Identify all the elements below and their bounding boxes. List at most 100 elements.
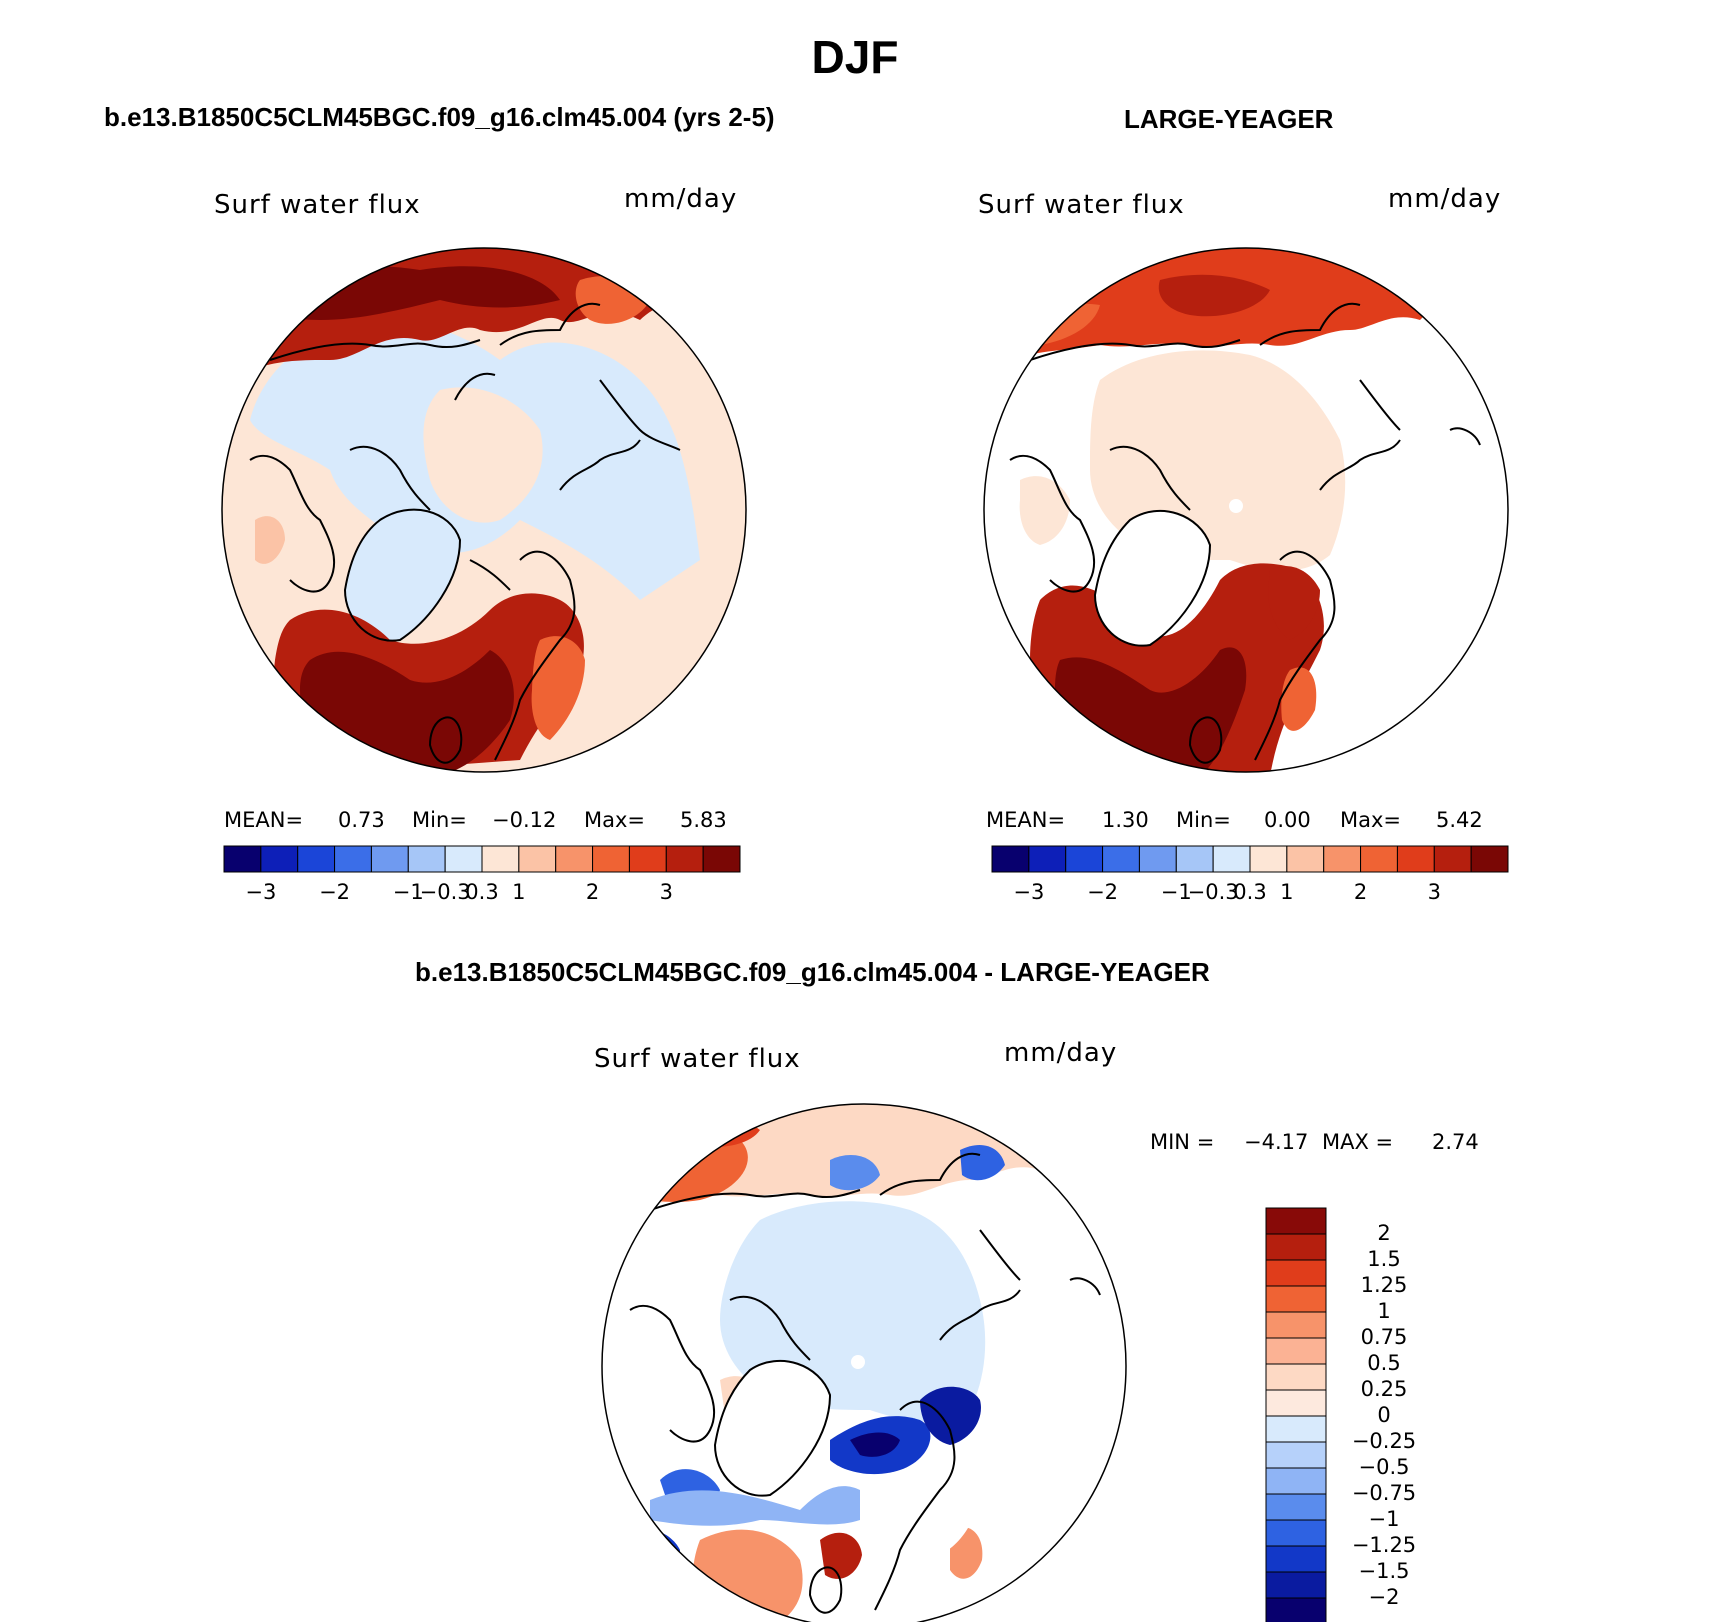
colorbar-tick-label: −1.5 xyxy=(1358,1559,1410,1583)
colorbar-swatch xyxy=(1265,1285,1327,1313)
colorbar-tick-label: 1 xyxy=(1280,880,1294,904)
colorbar-tick-label: −2 xyxy=(319,880,351,904)
panel1-variable-label: Surf water flux xyxy=(214,190,421,220)
panel1-greenland-region xyxy=(345,509,460,641)
colorbar-swatch xyxy=(1323,845,1362,873)
panel1-units-label: mm/day xyxy=(624,184,738,214)
colorbar-tick-label: 1.25 xyxy=(1360,1273,1408,1297)
panel3-min-label: MIN = xyxy=(1150,1130,1215,1154)
colorbar-tick-label: −2 xyxy=(1368,1585,1400,1609)
panel2-mean-label: MEAN= xyxy=(986,808,1066,832)
colorbar-swatch xyxy=(1102,845,1140,873)
colorbar-swatch xyxy=(1265,1571,1327,1599)
panel3-bering-neg xyxy=(830,1155,880,1191)
colorbar-swatch xyxy=(297,845,336,873)
panel1-coastlines xyxy=(249,302,681,764)
panel1-arctic-pos-region xyxy=(423,387,543,523)
panel3-units-label: mm/day xyxy=(1004,1038,1118,1068)
colorbar-swatch xyxy=(1212,845,1251,873)
colorbar-tick-label: −0.5 xyxy=(1358,1455,1410,1479)
colorbar-swatch xyxy=(1265,1337,1327,1365)
colorbar-swatch xyxy=(481,845,520,873)
panel2-max-label: Max= xyxy=(1340,808,1402,832)
panel3-barents-neg xyxy=(920,1386,981,1445)
colorbar-swatch xyxy=(334,845,372,873)
panel2-mean-value: 1.30 xyxy=(1102,808,1149,832)
colorbar-swatch xyxy=(260,845,299,873)
panel2-variable-label: Surf water flux xyxy=(978,190,1185,220)
panel2-colorbar xyxy=(991,845,1509,873)
colorbar-swatch xyxy=(444,845,483,873)
colorbar-swatch xyxy=(1175,845,1214,873)
colorbar-swatch xyxy=(1265,1363,1327,1391)
panel3-atlantic-min xyxy=(850,1432,900,1457)
panel2-max-value: 5.42 xyxy=(1436,808,1483,832)
panel1-max-label: Max= xyxy=(584,808,646,832)
colorbar-tick-label: −0.3 xyxy=(419,880,471,904)
panel3-greenland xyxy=(715,1360,830,1496)
panel1-min-label: Min= xyxy=(412,808,467,832)
colorbar-swatch xyxy=(1138,845,1177,873)
panel2-pacific-max xyxy=(1158,274,1270,317)
colorbar-swatch xyxy=(665,845,704,873)
panel3-max-value: 2.74 xyxy=(1432,1130,1479,1154)
colorbar-swatch xyxy=(1470,845,1509,873)
colorbar-tick-label: 1 xyxy=(512,880,526,904)
panel2-min-label: Min= xyxy=(1176,808,1231,832)
colorbar-tick-label: −0.25 xyxy=(1351,1429,1417,1453)
panel3-scandinavia xyxy=(921,1466,980,1555)
colorbar-swatch xyxy=(991,845,1030,873)
colorbar-swatch xyxy=(1286,845,1325,873)
colorbar-swatch xyxy=(370,845,409,873)
colorbar-swatch xyxy=(1265,1389,1327,1417)
panel1-heading: b.e13.B1850C5CLM45BGC.f09_g16.clm45.004 … xyxy=(104,102,775,132)
colorbar-tick-label: 2 xyxy=(585,880,600,904)
colorbar-tick-label: 2 xyxy=(1377,1221,1391,1245)
colorbar-swatch xyxy=(1265,1233,1327,1261)
panel2-heading: LARGE-YEAGER xyxy=(1124,104,1334,134)
panel1-mean-label: MEAN= xyxy=(224,808,304,832)
colorbar-tick-label: 3 xyxy=(1427,880,1441,904)
panel1-colorbar xyxy=(223,845,741,873)
colorbar-tick-label: −3 xyxy=(1013,880,1045,904)
colorbar-tick-label: 0.3 xyxy=(1233,880,1267,904)
colorbar-swatch xyxy=(1028,845,1067,873)
figure-title: DJF xyxy=(811,31,899,83)
colorbar-swatch xyxy=(1396,845,1435,873)
colorbar-tick-label: 0.5 xyxy=(1367,1351,1401,1375)
panel1-mean-value: 0.73 xyxy=(338,808,385,832)
colorbar-tick-label: 2 xyxy=(1353,880,1368,904)
panel1-min-value: −0.12 xyxy=(492,808,557,832)
colorbar-tick-label: −1.25 xyxy=(1351,1533,1417,1557)
colorbar-tick-label: −1 xyxy=(392,880,424,904)
panel3-map-border xyxy=(601,1103,1127,1622)
colorbar-tick-label: −0.3 xyxy=(1187,880,1239,904)
colorbar-swatch xyxy=(518,845,557,873)
colorbar-tick-label: 1.5 xyxy=(1367,1247,1401,1271)
colorbar-swatch xyxy=(1265,1207,1327,1235)
panel3-west-atlantic-neg xyxy=(618,1529,680,1610)
colorbar-swatch xyxy=(1265,1493,1327,1521)
colorbar-swatch xyxy=(1249,845,1288,873)
colorbar-swatch xyxy=(1265,1545,1327,1573)
panel2-coastlines xyxy=(1009,302,1481,764)
colorbar-swatch xyxy=(1265,1519,1327,1547)
colorbar-tick-label: −3 xyxy=(245,880,277,904)
colorbar-swatch xyxy=(1265,1311,1327,1339)
panel3-mid-neg xyxy=(650,1486,860,1526)
colorbar-tick-label: 1 xyxy=(1377,1299,1391,1323)
panel2-min-value: 0.00 xyxy=(1264,808,1311,832)
panel3-variable-label: Surf water flux xyxy=(594,1044,801,1074)
colorbar-swatch xyxy=(1065,845,1104,873)
colorbar-swatch xyxy=(1265,1259,1327,1287)
colorbar-tick-label: −0.75 xyxy=(1351,1481,1417,1505)
colorbar-tick-label: −1 xyxy=(1160,880,1192,904)
colorbar-swatch xyxy=(1360,845,1398,873)
panel3-coastlines xyxy=(629,1152,1101,1614)
colorbar-tick-label: 3 xyxy=(659,880,673,904)
colorbar-swatch xyxy=(1265,1597,1327,1622)
panel2-map-border xyxy=(983,247,1509,773)
colorbar-swatch xyxy=(628,845,667,873)
panel3-max-label: MAX = xyxy=(1322,1130,1394,1154)
panel3-min-value: −4.17 xyxy=(1244,1130,1309,1154)
